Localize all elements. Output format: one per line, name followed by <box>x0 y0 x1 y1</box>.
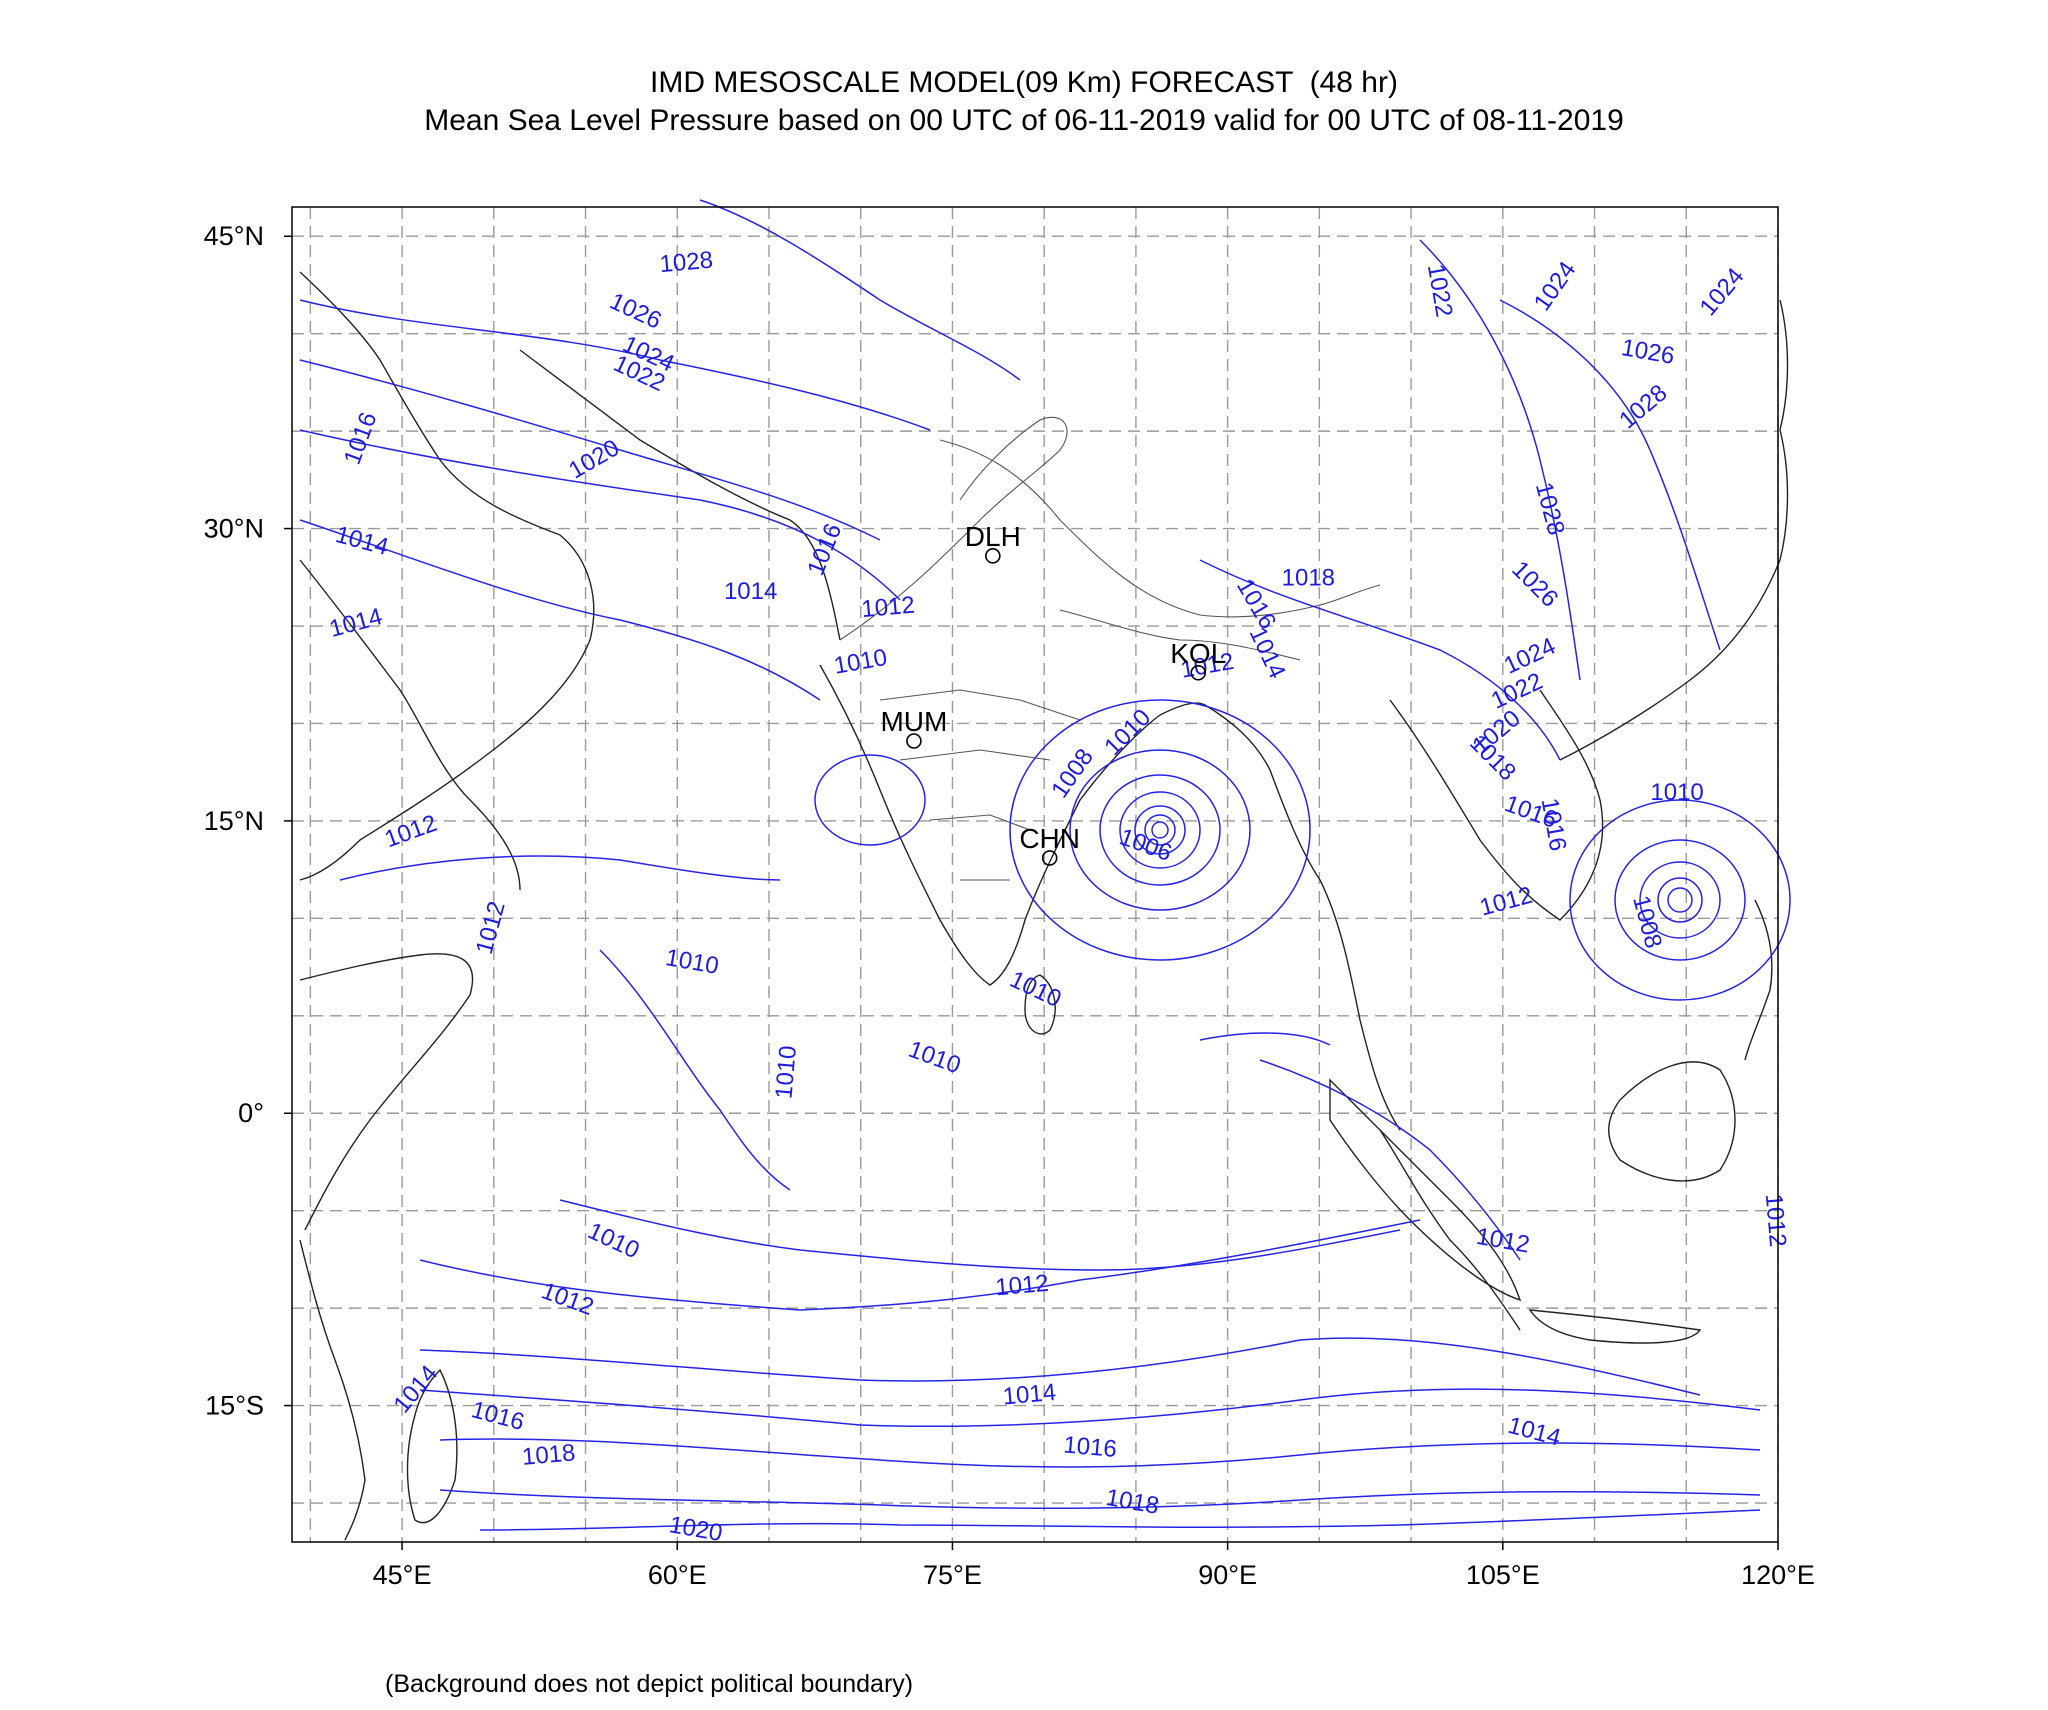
isobar-label: 1010 <box>1099 704 1156 761</box>
isobar-label: 1012 <box>860 592 916 624</box>
isobar-label: 1028 <box>1614 379 1672 434</box>
isobar-label: 1008 <box>1046 744 1099 803</box>
lon-tick-label: 60°E <box>648 1560 707 1590</box>
isobar-label: 1028 <box>1530 480 1570 539</box>
city-marker <box>1190 664 1207 681</box>
isobar-label: 1012 <box>1474 1223 1531 1259</box>
isobar-label: 1016 <box>1231 574 1281 634</box>
isobar-label: 1026 <box>1619 334 1676 370</box>
city-marker <box>906 733 922 749</box>
city-label-chn: CHN <box>1019 823 1080 854</box>
footnote: (Background does not depict political bo… <box>385 1670 914 1698</box>
isobar-label: 1012 <box>1477 882 1536 922</box>
isobar-label: 1026 <box>606 288 666 335</box>
isobar-label: 1014 <box>1002 1379 1058 1411</box>
city-label-mum: MUM <box>880 706 947 737</box>
isobar-label: 1012 <box>1760 1193 1792 1249</box>
isobar-label: 1016 <box>1062 1432 1118 1464</box>
isobar-label: 1018 <box>521 1439 577 1471</box>
map-frame <box>291 206 1779 1543</box>
axis-ticks: 45°N 30°N 15°N 0° 15°S 45°E 60°E 75°E 90°E 105°E 1… <box>204 221 1815 1590</box>
isobar-label: 1014 <box>388 1360 443 1418</box>
lon-tick-label: 105°E <box>1466 1560 1540 1590</box>
isobar-label: 1010 <box>584 1217 644 1264</box>
isobar-label: 1006 <box>1116 823 1175 867</box>
isobar-label: 1016 <box>468 1396 527 1436</box>
isobar-label: 1014 <box>1244 623 1291 683</box>
city-markers: DLH KOL MUM CHN <box>880 521 1226 866</box>
isobar-label: 1012 <box>538 1277 597 1321</box>
isobar-label: 1012 <box>994 1270 1050 1302</box>
isobar-label: 1024 <box>1529 257 1582 316</box>
isobar-label: 1010 <box>905 1036 964 1080</box>
isobar-label: 1014 <box>1505 1412 1564 1452</box>
lat-tick-label: 15°S <box>205 1391 264 1421</box>
lat-tick-label: 30°N <box>204 514 264 544</box>
isobar-label: 1016 <box>339 409 383 468</box>
isobar-label: 1012 <box>381 810 440 854</box>
lat-tick-label: 0° <box>238 1098 264 1128</box>
isobar-label: 1018 <box>1104 1484 1161 1520</box>
isobar-label: 1014 <box>724 578 777 605</box>
lon-tick-label: 120°E <box>1741 1560 1815 1590</box>
chart-subtitle: Mean Sea Level Pressure based on 00 UTC … <box>424 104 1624 137</box>
isobar-label: 1010 <box>832 644 889 680</box>
city-marker <box>1041 850 1058 866</box>
graticule <box>292 207 1779 1542</box>
isobar-label: 1028 <box>659 247 715 279</box>
isobar-label: 1014 <box>327 603 386 643</box>
isobar-label: 1014 <box>333 521 392 561</box>
isobar-label: 1010 <box>1006 966 1066 1013</box>
isobar-label: 1010 <box>1650 779 1703 806</box>
isobars <box>299 199 1791 1531</box>
isobar-label: 1024 <box>1695 263 1750 321</box>
lat-tick-label: 45°N <box>204 221 264 251</box>
chart-title: IMD MESOSCALE MODEL(09 Km) FORECAST (48 … <box>650 66 1398 99</box>
city-marker <box>985 548 1001 564</box>
isobar-label: 1010 <box>664 944 721 980</box>
isobar-label: 1018 <box>1282 565 1335 592</box>
isobar-label: 1026 <box>1506 556 1563 613</box>
lon-tick-label: 45°E <box>373 1560 432 1590</box>
city-label-kol: KOL <box>1170 638 1226 669</box>
lat-tick-label: 15°N <box>204 806 264 836</box>
city-label-dlh: DLH <box>965 521 1021 552</box>
coastlines <box>299 271 1789 1541</box>
lon-tick-label: 90°E <box>1198 1560 1257 1590</box>
lon-tick-label: 75°E <box>923 1560 982 1590</box>
isobar-label: 1022 <box>1422 262 1458 319</box>
isobar-label: 1016 <box>1536 796 1572 853</box>
isobar-label: 1012 <box>471 899 511 958</box>
isobar-label: 1010 <box>770 1044 802 1100</box>
